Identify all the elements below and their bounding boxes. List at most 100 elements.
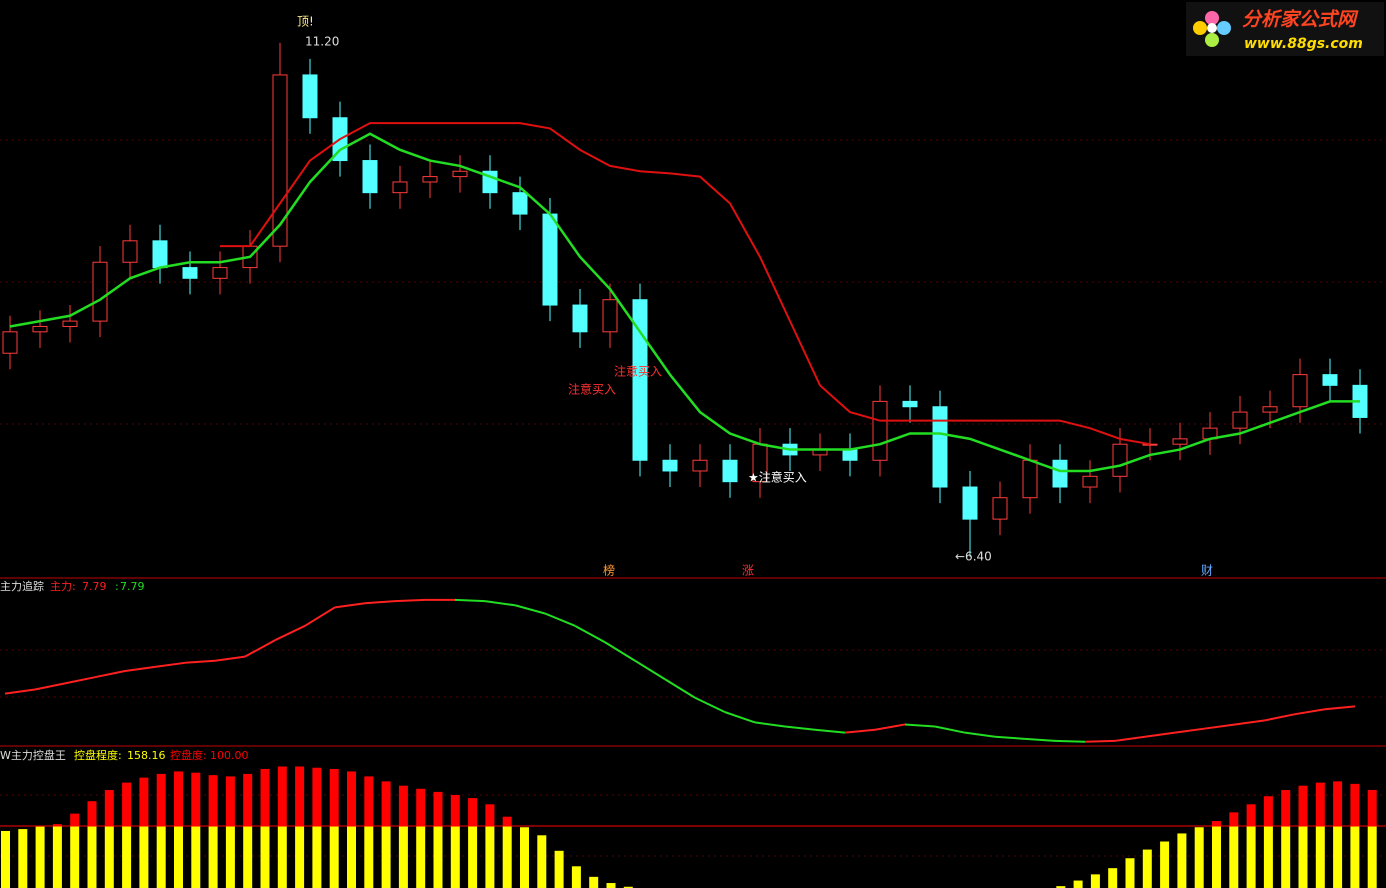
logo-title: 分析家公式网 [1242, 9, 1359, 31]
bar-excess [52, 824, 62, 826]
candle-body [1292, 374, 1308, 408]
bar-excess [502, 816, 512, 826]
bar-base [1212, 826, 1221, 888]
trend-segment [1144, 731, 1176, 738]
trend-segment [904, 723, 936, 728]
candle-body [362, 160, 378, 194]
bar-base [520, 827, 529, 888]
candle-body [932, 406, 948, 488]
bar-base [70, 826, 80, 888]
candle-body [962, 486, 978, 520]
panel-title: 主力追踪 [0, 579, 44, 593]
bar-base [606, 883, 616, 888]
trend-segment [1234, 719, 1266, 726]
candle-body [1022, 459, 1038, 499]
annotation: 注意买入 [568, 382, 616, 397]
bar-base [433, 826, 443, 888]
trend-segment [664, 678, 696, 699]
bar-excess [104, 790, 114, 826]
legend-value: 7.79 [82, 580, 107, 593]
bar-base [1263, 826, 1273, 888]
annotation: 财 [1201, 564, 1213, 578]
trend-segment [364, 600, 396, 605]
bar-excess [156, 773, 166, 826]
trend-segment [574, 624, 606, 644]
annotation: ★注意买入 [748, 470, 807, 485]
annotation: 注意买入 [614, 364, 662, 379]
candle-body [1172, 438, 1188, 445]
candle-body [452, 170, 468, 178]
bar-excess [1298, 785, 1308, 826]
bar-base [104, 826, 114, 888]
bar-excess [225, 776, 235, 826]
candle-body [1232, 411, 1248, 429]
petal [1205, 33, 1219, 47]
candle-body [1262, 406, 1278, 413]
trend-segment [754, 721, 786, 728]
candle-body [872, 400, 888, 461]
annotation: 榜 [603, 563, 615, 578]
bar-excess [277, 766, 287, 826]
candle-body [572, 304, 588, 333]
trend-segment [1294, 708, 1326, 716]
candle-body [422, 176, 438, 183]
candle-body [692, 459, 708, 472]
bar-base [450, 826, 460, 888]
bar-base [1246, 826, 1256, 888]
bar-base [589, 876, 599, 888]
trend-segment [304, 606, 336, 627]
bar-excess [208, 775, 218, 826]
bar-base [1108, 868, 1118, 888]
candle-body [392, 181, 408, 194]
bar-base [1315, 826, 1325, 888]
bar-base [312, 826, 322, 888]
legend-label: 控盘程度: [74, 748, 122, 762]
bar-excess [398, 785, 408, 826]
bar-base [554, 850, 564, 888]
trend-segment [1324, 705, 1356, 711]
bar-excess [1333, 781, 1343, 826]
bar-excess [122, 782, 132, 826]
bar-base [381, 826, 391, 888]
trend-segment [64, 676, 96, 685]
bar-base [347, 826, 356, 888]
trend-segment [1054, 739, 1086, 743]
bar-excess [1315, 782, 1325, 826]
trend-segment [694, 696, 726, 714]
bar-base [1056, 886, 1066, 888]
bar-base [398, 826, 408, 888]
bar-base [1073, 880, 1083, 888]
bar-base [329, 826, 339, 888]
trend-segment [334, 602, 366, 609]
candle-body [602, 299, 618, 333]
candle-body [32, 325, 48, 333]
trend-segment [1114, 735, 1146, 742]
bar-base [485, 826, 495, 888]
bar-excess [381, 781, 391, 826]
candle-body [992, 497, 1008, 520]
bar-excess [468, 798, 478, 826]
trend-segment [214, 655, 246, 662]
bar-base [122, 826, 132, 888]
bar-excess [174, 771, 183, 826]
bar-excess [295, 766, 305, 826]
bar-base [225, 826, 235, 888]
bar-base [537, 835, 547, 888]
bar-excess [1246, 804, 1256, 826]
trend-segment [124, 665, 156, 673]
flower-center [1207, 23, 1217, 33]
petal [1205, 11, 1219, 25]
legend-value: 7.79 [120, 580, 145, 593]
trend-segment [544, 612, 576, 627]
candle-body [632, 299, 648, 461]
bar-base [502, 826, 512, 888]
trend-segment [1264, 713, 1296, 722]
bar-base [1090, 874, 1100, 888]
trend-segment [994, 735, 1026, 740]
bar-base [1125, 858, 1135, 888]
candle-body [1322, 374, 1338, 386]
bar-base [571, 866, 581, 888]
trend-segment [154, 661, 186, 668]
candle-body [302, 74, 318, 119]
candle-body [1142, 443, 1158, 446]
